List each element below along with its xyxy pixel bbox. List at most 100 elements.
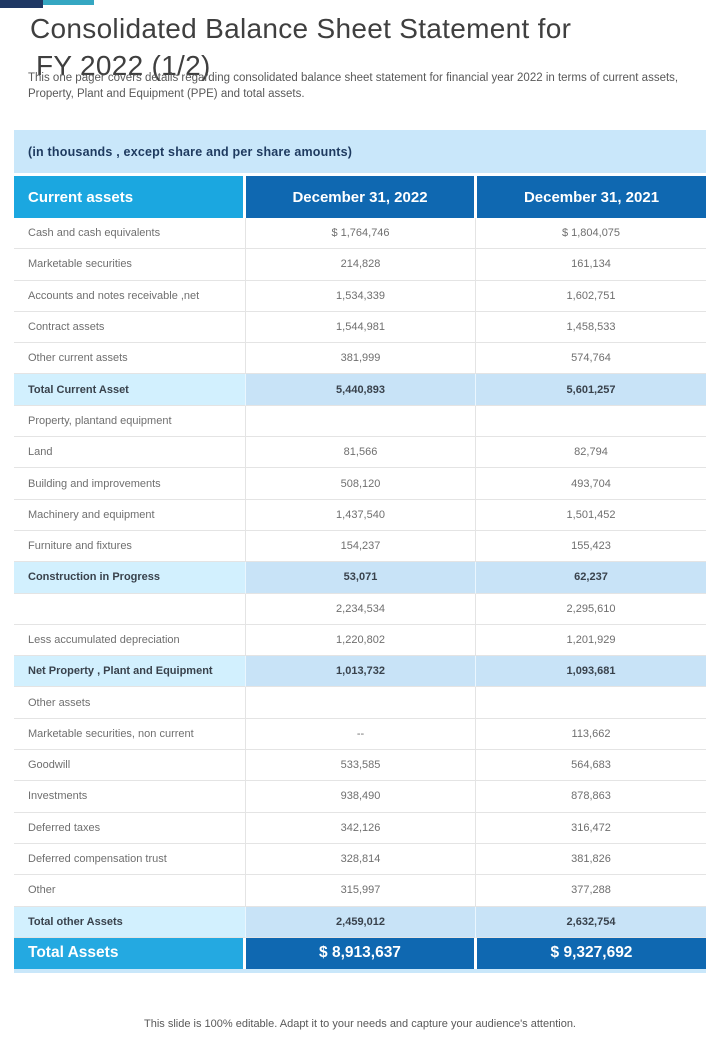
row-label: Deferred compensation trust bbox=[14, 844, 245, 876]
row-label: Goodwill bbox=[14, 750, 245, 782]
table-row: Machinery and equipment 1,437,540 1,501,45… bbox=[14, 499, 706, 531]
value-2021: 381,826 bbox=[475, 843, 706, 876]
table-header-row: Current assets December 31, 2022 Decembe… bbox=[14, 176, 706, 218]
value-2021: 161,134 bbox=[475, 249, 706, 281]
value-2021: 2,632,754 bbox=[475, 906, 706, 938]
value-2022: 53,071 bbox=[245, 562, 475, 594]
value-2021: 82,794 bbox=[475, 437, 706, 469]
page-title: Consolidated Balance Sheet Statement for… bbox=[30, 10, 690, 84]
value-2021: 1,458,533 bbox=[475, 311, 706, 344]
page-title-line2: FY 2022 (1/2) bbox=[36, 50, 211, 81]
row-label: Furniture and fixtures bbox=[14, 531, 245, 563]
page-footer: This slide is 100% editable. Adapt it to… bbox=[144, 1018, 576, 1030]
row-label: Building and improvements bbox=[14, 468, 245, 500]
value-2022: 328,814 bbox=[245, 843, 475, 876]
units-note: (in thousands , except share and per sha… bbox=[14, 130, 706, 173]
row-label: Accounts and notes receivable ,net bbox=[14, 281, 245, 312]
balance-sheet-table: (in thousands , except share and per sha… bbox=[14, 130, 706, 974]
value-2021: $ 1,804,075 bbox=[475, 218, 706, 250]
value-2021 bbox=[475, 687, 706, 719]
value-2022: 1,534,339 bbox=[245, 280, 475, 312]
table-body: Cash and cash equivalents $ 1,764,746 $ 1,… bbox=[14, 218, 706, 970]
table-row: Accounts and notes receivable ,net 1,534,… bbox=[14, 280, 706, 312]
table-row: Cash and cash equivalents $ 1,764,746 $ 1,… bbox=[14, 218, 706, 250]
row-label: Total Assets bbox=[14, 937, 243, 970]
table-row: Other assets bbox=[14, 687, 706, 719]
table-row: Total other Assets 2,459,012 2,632,754 bbox=[14, 906, 706, 938]
value-2022 bbox=[245, 405, 475, 438]
value-2022: 1,544,981 bbox=[245, 311, 475, 344]
value-2021: 113,662 bbox=[475, 718, 706, 751]
column-header-dec-31-2022: December 31, 2022 bbox=[246, 176, 474, 218]
row-label bbox=[14, 594, 245, 625]
row-label: Property, plantand equipment bbox=[14, 406, 245, 438]
value-2021: 155,423 bbox=[475, 530, 706, 563]
table-row: Goodwill 533,585 564,683 bbox=[14, 750, 706, 782]
row-label: Marketable securities bbox=[14, 249, 245, 281]
value-2022 bbox=[245, 687, 475, 719]
value-2021: 377,288 bbox=[475, 875, 706, 907]
row-label: Other current assets bbox=[14, 343, 245, 375]
value-2021: 574,764 bbox=[475, 343, 706, 375]
ornament-teal-bar bbox=[43, 0, 94, 5]
row-label: Total Current Asset bbox=[14, 374, 245, 406]
table-row: Building and improvements 508,120 493,704 bbox=[14, 468, 706, 500]
row-label: Other assets bbox=[14, 687, 245, 719]
value-2021: 493,704 bbox=[475, 468, 706, 500]
row-label: Construction in Progress bbox=[14, 562, 245, 594]
column-header-current-assets: Current assets bbox=[14, 176, 243, 218]
row-label: Other bbox=[14, 875, 245, 907]
row-label: Contract assets bbox=[14, 312, 245, 344]
table-row: Land 81,566 82,794 bbox=[14, 437, 706, 469]
value-2021: 2,295,610 bbox=[475, 593, 706, 625]
value-2022: -- bbox=[245, 718, 475, 751]
column-header-dec-31-2021: December 31, 2021 bbox=[477, 176, 706, 218]
row-label: Total other Assets bbox=[14, 906, 245, 938]
value-2021: 1,093,681 bbox=[475, 656, 706, 688]
row-label: Machinery and equipment bbox=[14, 500, 245, 531]
value-2021: 316,472 bbox=[475, 812, 706, 844]
table-row: Property, plantand equipment bbox=[14, 405, 706, 438]
table-row: Construction in Progress 53,071 62,237 bbox=[14, 562, 706, 594]
value-2021: 62,237 bbox=[475, 562, 706, 594]
value-2022: 1,013,732 bbox=[245, 656, 475, 688]
row-label: Deferred taxes bbox=[14, 813, 245, 844]
value-2022: 81,566 bbox=[245, 437, 475, 469]
value-2022: $ 1,764,746 bbox=[245, 218, 475, 250]
value-2021 bbox=[475, 405, 706, 438]
value-2022: 1,220,802 bbox=[245, 624, 475, 657]
row-label: Cash and cash equivalents bbox=[14, 218, 245, 250]
table-row: Deferred taxes 342,126 316,472 bbox=[14, 812, 706, 844]
value-2022: 381,999 bbox=[245, 343, 475, 375]
page-title-line1: Consolidated Balance Sheet Statement for bbox=[30, 13, 572, 44]
value-2021: 5,601,257 bbox=[475, 374, 706, 406]
table-row: Other current assets 381,999 574,764 bbox=[14, 343, 706, 375]
value-2021: 1,201,929 bbox=[475, 624, 706, 657]
value-2022: 5,440,893 bbox=[245, 374, 475, 406]
table-row: Deferred compensation trust 328,814 381,82… bbox=[14, 843, 706, 876]
ornament-navy-bar bbox=[0, 0, 43, 8]
value-2022: 2,459,012 bbox=[245, 906, 475, 938]
table-row: 2,234,534 2,295,610 bbox=[14, 593, 706, 625]
value-2022: 938,490 bbox=[245, 781, 475, 813]
page-subtitle: This one pager covers details regarding … bbox=[28, 72, 679, 100]
value-2022: 508,120 bbox=[245, 468, 475, 500]
table-row: Marketable securities, non current -- 113,… bbox=[14, 718, 706, 751]
row-label: Net Property , Plant and Equipment bbox=[14, 656, 245, 688]
row-label: Marketable securities, non current bbox=[14, 719, 245, 751]
table-row: Net Property , Plant and Equipment 1,013,… bbox=[14, 656, 706, 688]
value-2022: 154,237 bbox=[245, 530, 475, 563]
value-2021: $ 9,327,692 bbox=[477, 937, 706, 970]
value-2022: 214,828 bbox=[245, 249, 475, 281]
value-2021: 1,602,751 bbox=[475, 280, 706, 312]
table-row: Furniture and fixtures 154,237 155,423 bbox=[14, 530, 706, 563]
table-row: Less accumulated depreciation 1,220,802 1,… bbox=[14, 624, 706, 657]
value-2022: 342,126 bbox=[245, 812, 475, 844]
row-label: Investments bbox=[14, 781, 245, 813]
table-bottom-strip bbox=[14, 969, 706, 974]
value-2022: $ 8,913,637 bbox=[246, 937, 474, 970]
table-row: Total Assets $ 8,913,637 $ 9,327,692 bbox=[14, 937, 706, 970]
value-2022: 1,437,540 bbox=[245, 499, 475, 531]
table-row: Investments 938,490 878,863 bbox=[14, 781, 706, 813]
